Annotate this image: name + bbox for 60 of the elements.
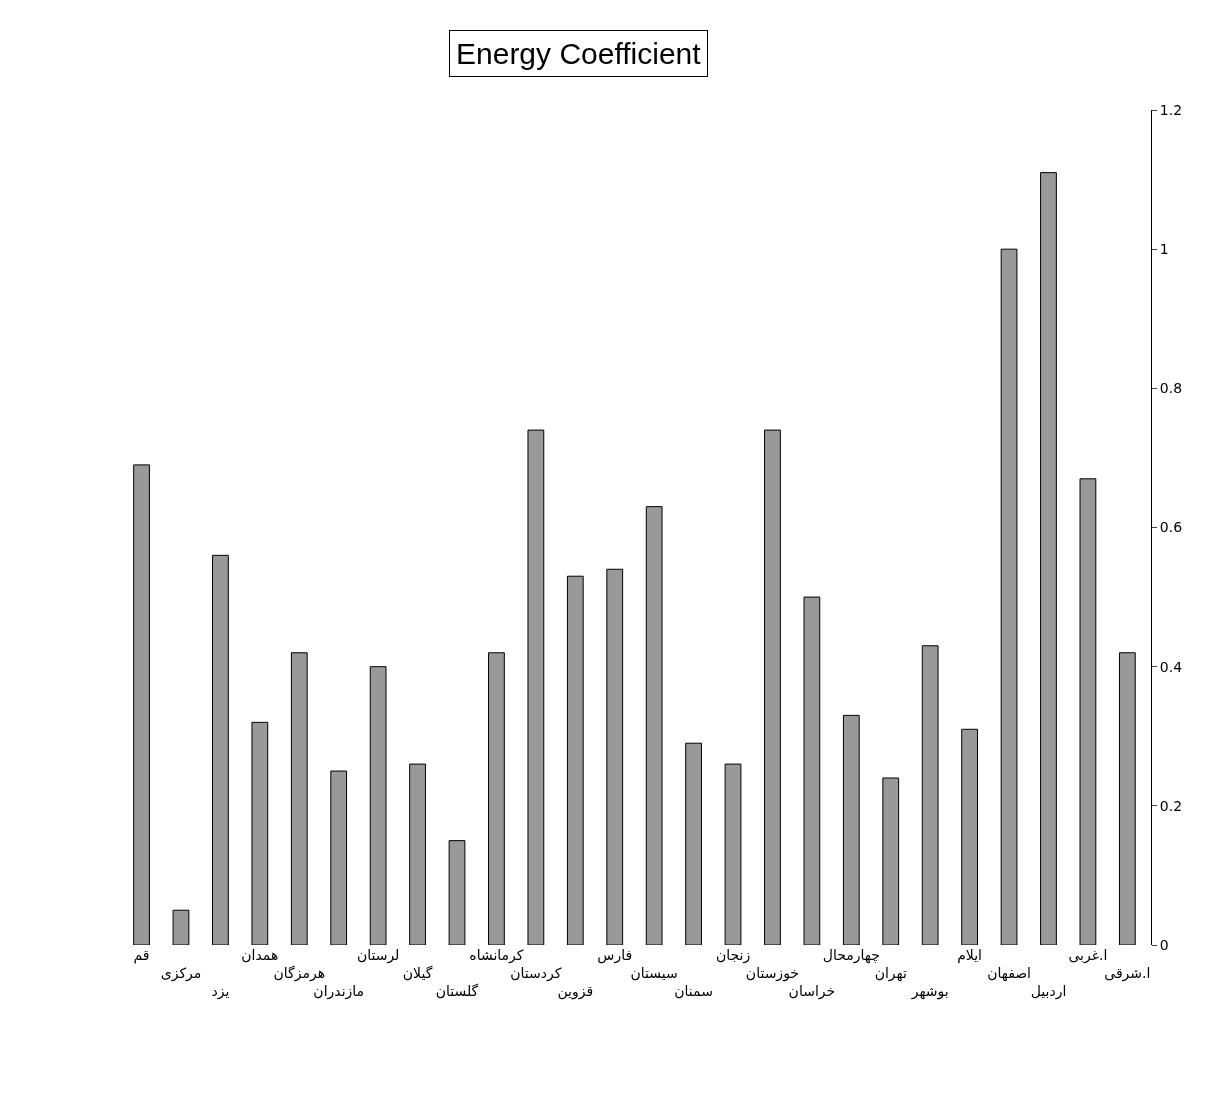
x-tick-label: قزوین	[557, 983, 594, 1001]
y-tick-label: 0.2	[1159, 797, 1183, 814]
bar	[527, 429, 545, 945]
bar	[172, 909, 190, 945]
x-tick-label: اصفهان	[987, 965, 1031, 983]
x-tick-label: قم	[133, 947, 150, 964]
bar	[290, 652, 308, 945]
x-tick-label: مرکزی	[160, 965, 202, 983]
x-tick-label: تهران	[874, 965, 907, 983]
bar	[409, 763, 426, 945]
bar	[1079, 478, 1097, 945]
x-tick-label: هرمزگان	[273, 965, 326, 983]
y-tick-label: 0.6	[1159, 519, 1183, 536]
bar	[212, 554, 229, 945]
x-tick-label: ا.غربی	[1068, 947, 1108, 964]
y-tick-label: 0.4	[1159, 658, 1183, 675]
bar	[330, 770, 348, 945]
bar	[488, 652, 505, 945]
x-tick-label: گلستان	[435, 983, 479, 1000]
bar	[882, 777, 900, 945]
x-tick-label: ا.شرقی	[1104, 965, 1151, 983]
x-tick-label: کرمانشاه	[469, 947, 524, 964]
bar	[133, 464, 150, 945]
bar	[606, 568, 624, 945]
x-tick-label: چهارمحال	[822, 947, 880, 964]
bar	[961, 728, 978, 945]
x-tick-label: سیستان	[630, 965, 678, 982]
y-tick-label: 0	[1159, 936, 1169, 953]
y-tick-label: 1	[1159, 241, 1169, 258]
x-tick-label: زنجان	[715, 947, 751, 964]
bar	[1118, 652, 1136, 945]
x-tick-label: بوشهر	[910, 983, 949, 1001]
x-tick-label: ایلام	[957, 947, 983, 963]
x-tick-label: کردستان	[510, 965, 562, 983]
y-tick-label: 1.2	[1159, 101, 1183, 118]
y-tick-label: 0.8	[1159, 380, 1183, 397]
x-tick-label: مازندران	[313, 983, 365, 1001]
bar	[764, 429, 781, 945]
x-tick-label: لرستان	[356, 947, 400, 964]
bar	[685, 742, 702, 945]
x-tick-label: سمنان	[674, 983, 713, 1000]
bar	[251, 721, 269, 945]
bar	[724, 763, 742, 945]
chart-title: Energy Coefficient	[456, 37, 702, 70]
x-tick-label: خوزستان	[745, 965, 800, 983]
bar	[369, 666, 387, 945]
bar	[1040, 172, 1057, 945]
x-tick-label: خراسان	[788, 983, 836, 1001]
bar	[1000, 248, 1018, 945]
x-tick-label: اردبیل	[1030, 983, 1067, 1001]
x-tick-label: یزد	[211, 983, 230, 1001]
bar	[842, 714, 860, 945]
bar	[448, 840, 466, 945]
x-tick-label: فارس	[597, 947, 633, 964]
bar	[645, 506, 663, 945]
bar	[566, 575, 584, 945]
x-tick-label: همدان	[241, 947, 279, 963]
x-tick-label: گیلان	[402, 965, 433, 982]
bar	[921, 645, 939, 945]
bar	[803, 596, 821, 945]
